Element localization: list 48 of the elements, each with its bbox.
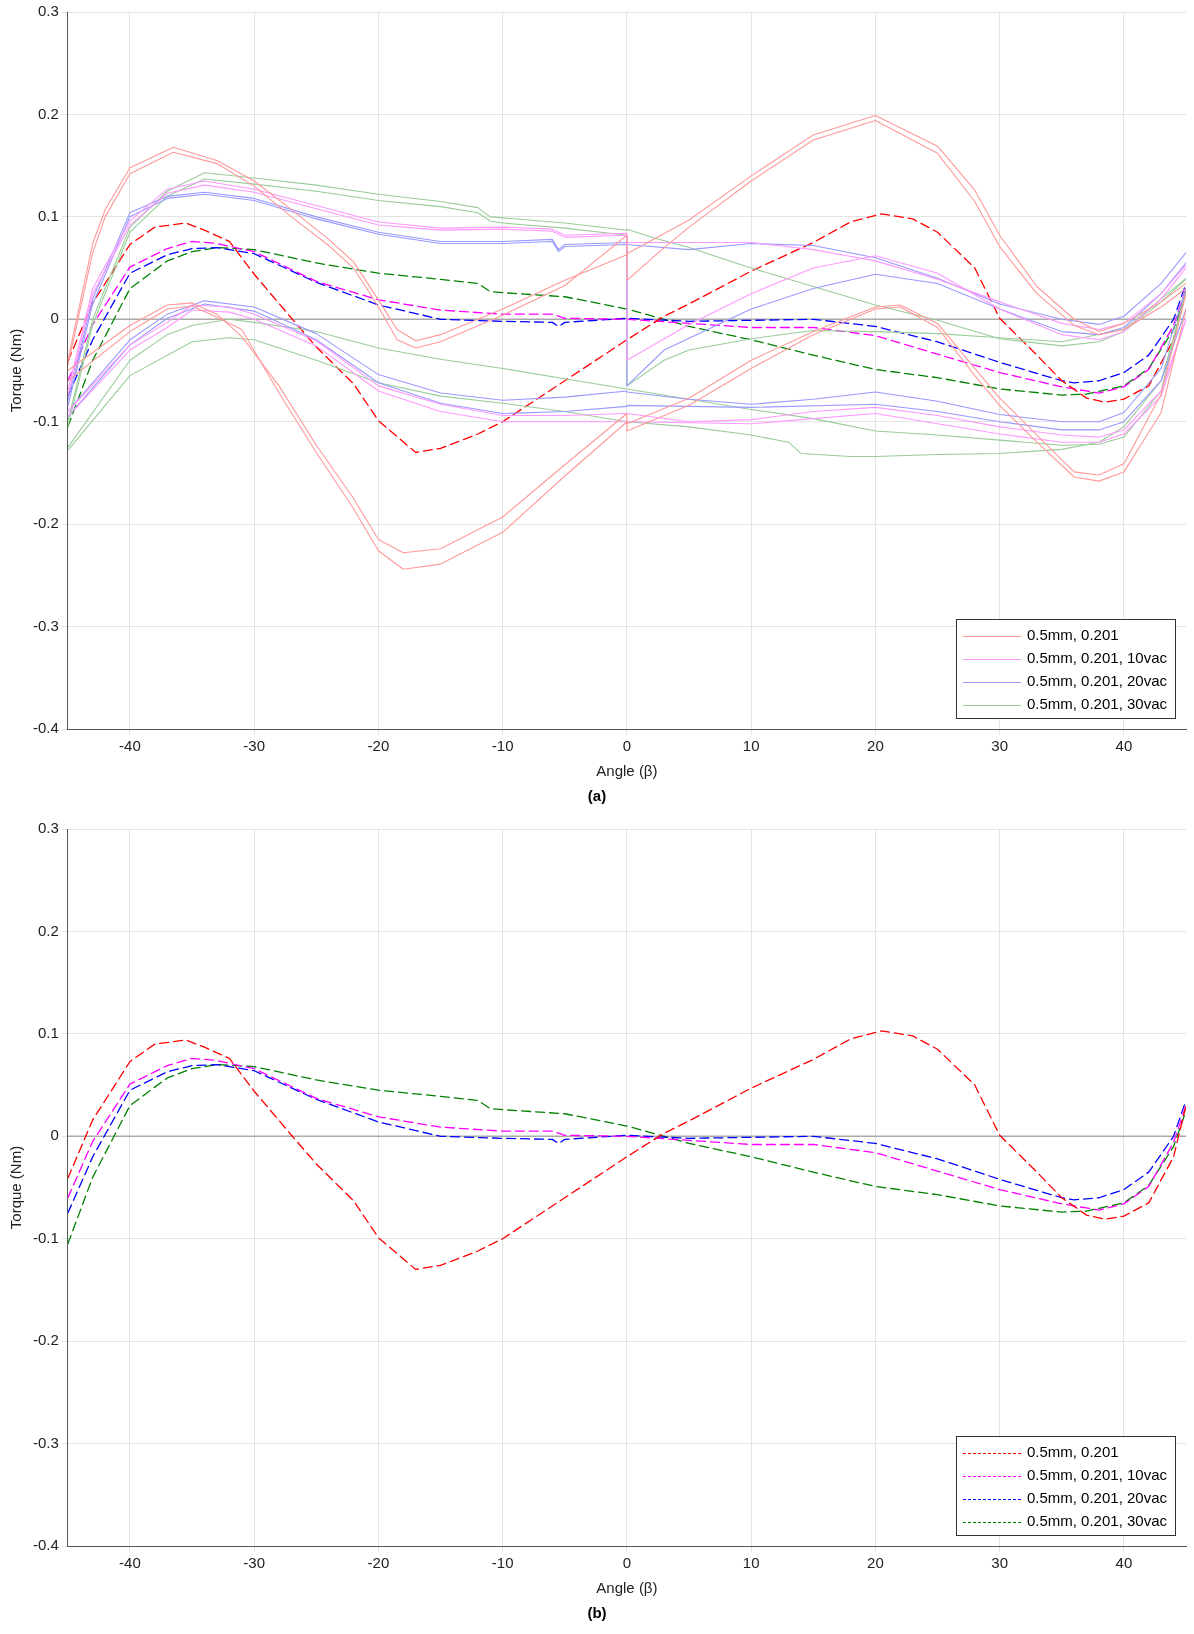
y-tick-label: 0 [50, 1126, 59, 1144]
y-tick-label: -0.4 [32, 1536, 59, 1554]
x-tick-label: -20 [367, 737, 390, 755]
legend-label: 0.5mm, 0.201, 30vac [1026, 695, 1167, 712]
y-tick-label: 0.2 [37, 921, 59, 939]
y-tick-label: -0.1 [32, 1228, 59, 1246]
legend-label: 0.5mm, 0.201, 10vac [1026, 1466, 1167, 1483]
x-tick-label: -30 [243, 1554, 266, 1572]
y-axis-title: Torque (Nm) [7, 328, 25, 413]
x-tick-label: -40 [119, 737, 141, 755]
y-tick-label: 0.3 [37, 2, 59, 20]
x-tick-label: 20 [867, 1554, 884, 1572]
y-tick-label: -0.2 [32, 1331, 59, 1349]
y-tick-label: -0.2 [32, 514, 59, 532]
legend-label: 0.5mm, 0.201, 30vac [1026, 1512, 1167, 1529]
y-tick-label: -0.1 [32, 411, 59, 429]
x-axis-title: Angle (β) [596, 762, 658, 780]
x-tick-label: 20 [867, 737, 884, 755]
y-tick-label: 0.3 [37, 819, 59, 837]
x-tick-label: 40 [1115, 737, 1133, 755]
legend-label: 0.5mm, 0.201 [1026, 1443, 1119, 1460]
x-axis-title: Angle (β) [596, 1579, 658, 1597]
x-tick-label: 30 [991, 1554, 1008, 1572]
text: (a) [586, 786, 608, 806]
x-tick-label: 0 [622, 1554, 632, 1572]
x-tick-label: -10 [491, 737, 514, 755]
x-tick-label: -20 [367, 1554, 390, 1572]
legend-label: 0.5mm, 0.201 [1026, 626, 1119, 643]
y-tick-label: 0.1 [37, 1024, 59, 1041]
legend-label: 0.5mm, 0.201, 20vac [1026, 1489, 1167, 1506]
y-tick-label: -0.3 [32, 1433, 59, 1451]
x-tick-label: 0 [622, 737, 632, 755]
y-axis-title: Torque (Nm) [7, 1145, 25, 1230]
x-tick-label: 10 [742, 737, 760, 755]
x-tick-label: 40 [1115, 1554, 1133, 1572]
x-tick-label: -30 [243, 737, 266, 755]
x-tick-label: -40 [119, 1554, 141, 1572]
legend-label: 0.5mm, 0.201, 20vac [1026, 672, 1167, 689]
x-tick-label: 10 [742, 1554, 760, 1572]
y-tick-label: -0.4 [32, 719, 59, 737]
y-tick-label: 0 [50, 309, 59, 327]
legend-label: 0.5mm, 0.201, 10vac [1026, 649, 1167, 666]
text: (b) [586, 1603, 608, 1623]
x-tick-label: -10 [491, 1554, 514, 1572]
y-tick-label: -0.3 [32, 616, 59, 634]
x-tick-label: 30 [991, 737, 1008, 755]
y-tick-label: 0.1 [37, 207, 59, 224]
y-tick-label: 0.2 [37, 104, 59, 122]
